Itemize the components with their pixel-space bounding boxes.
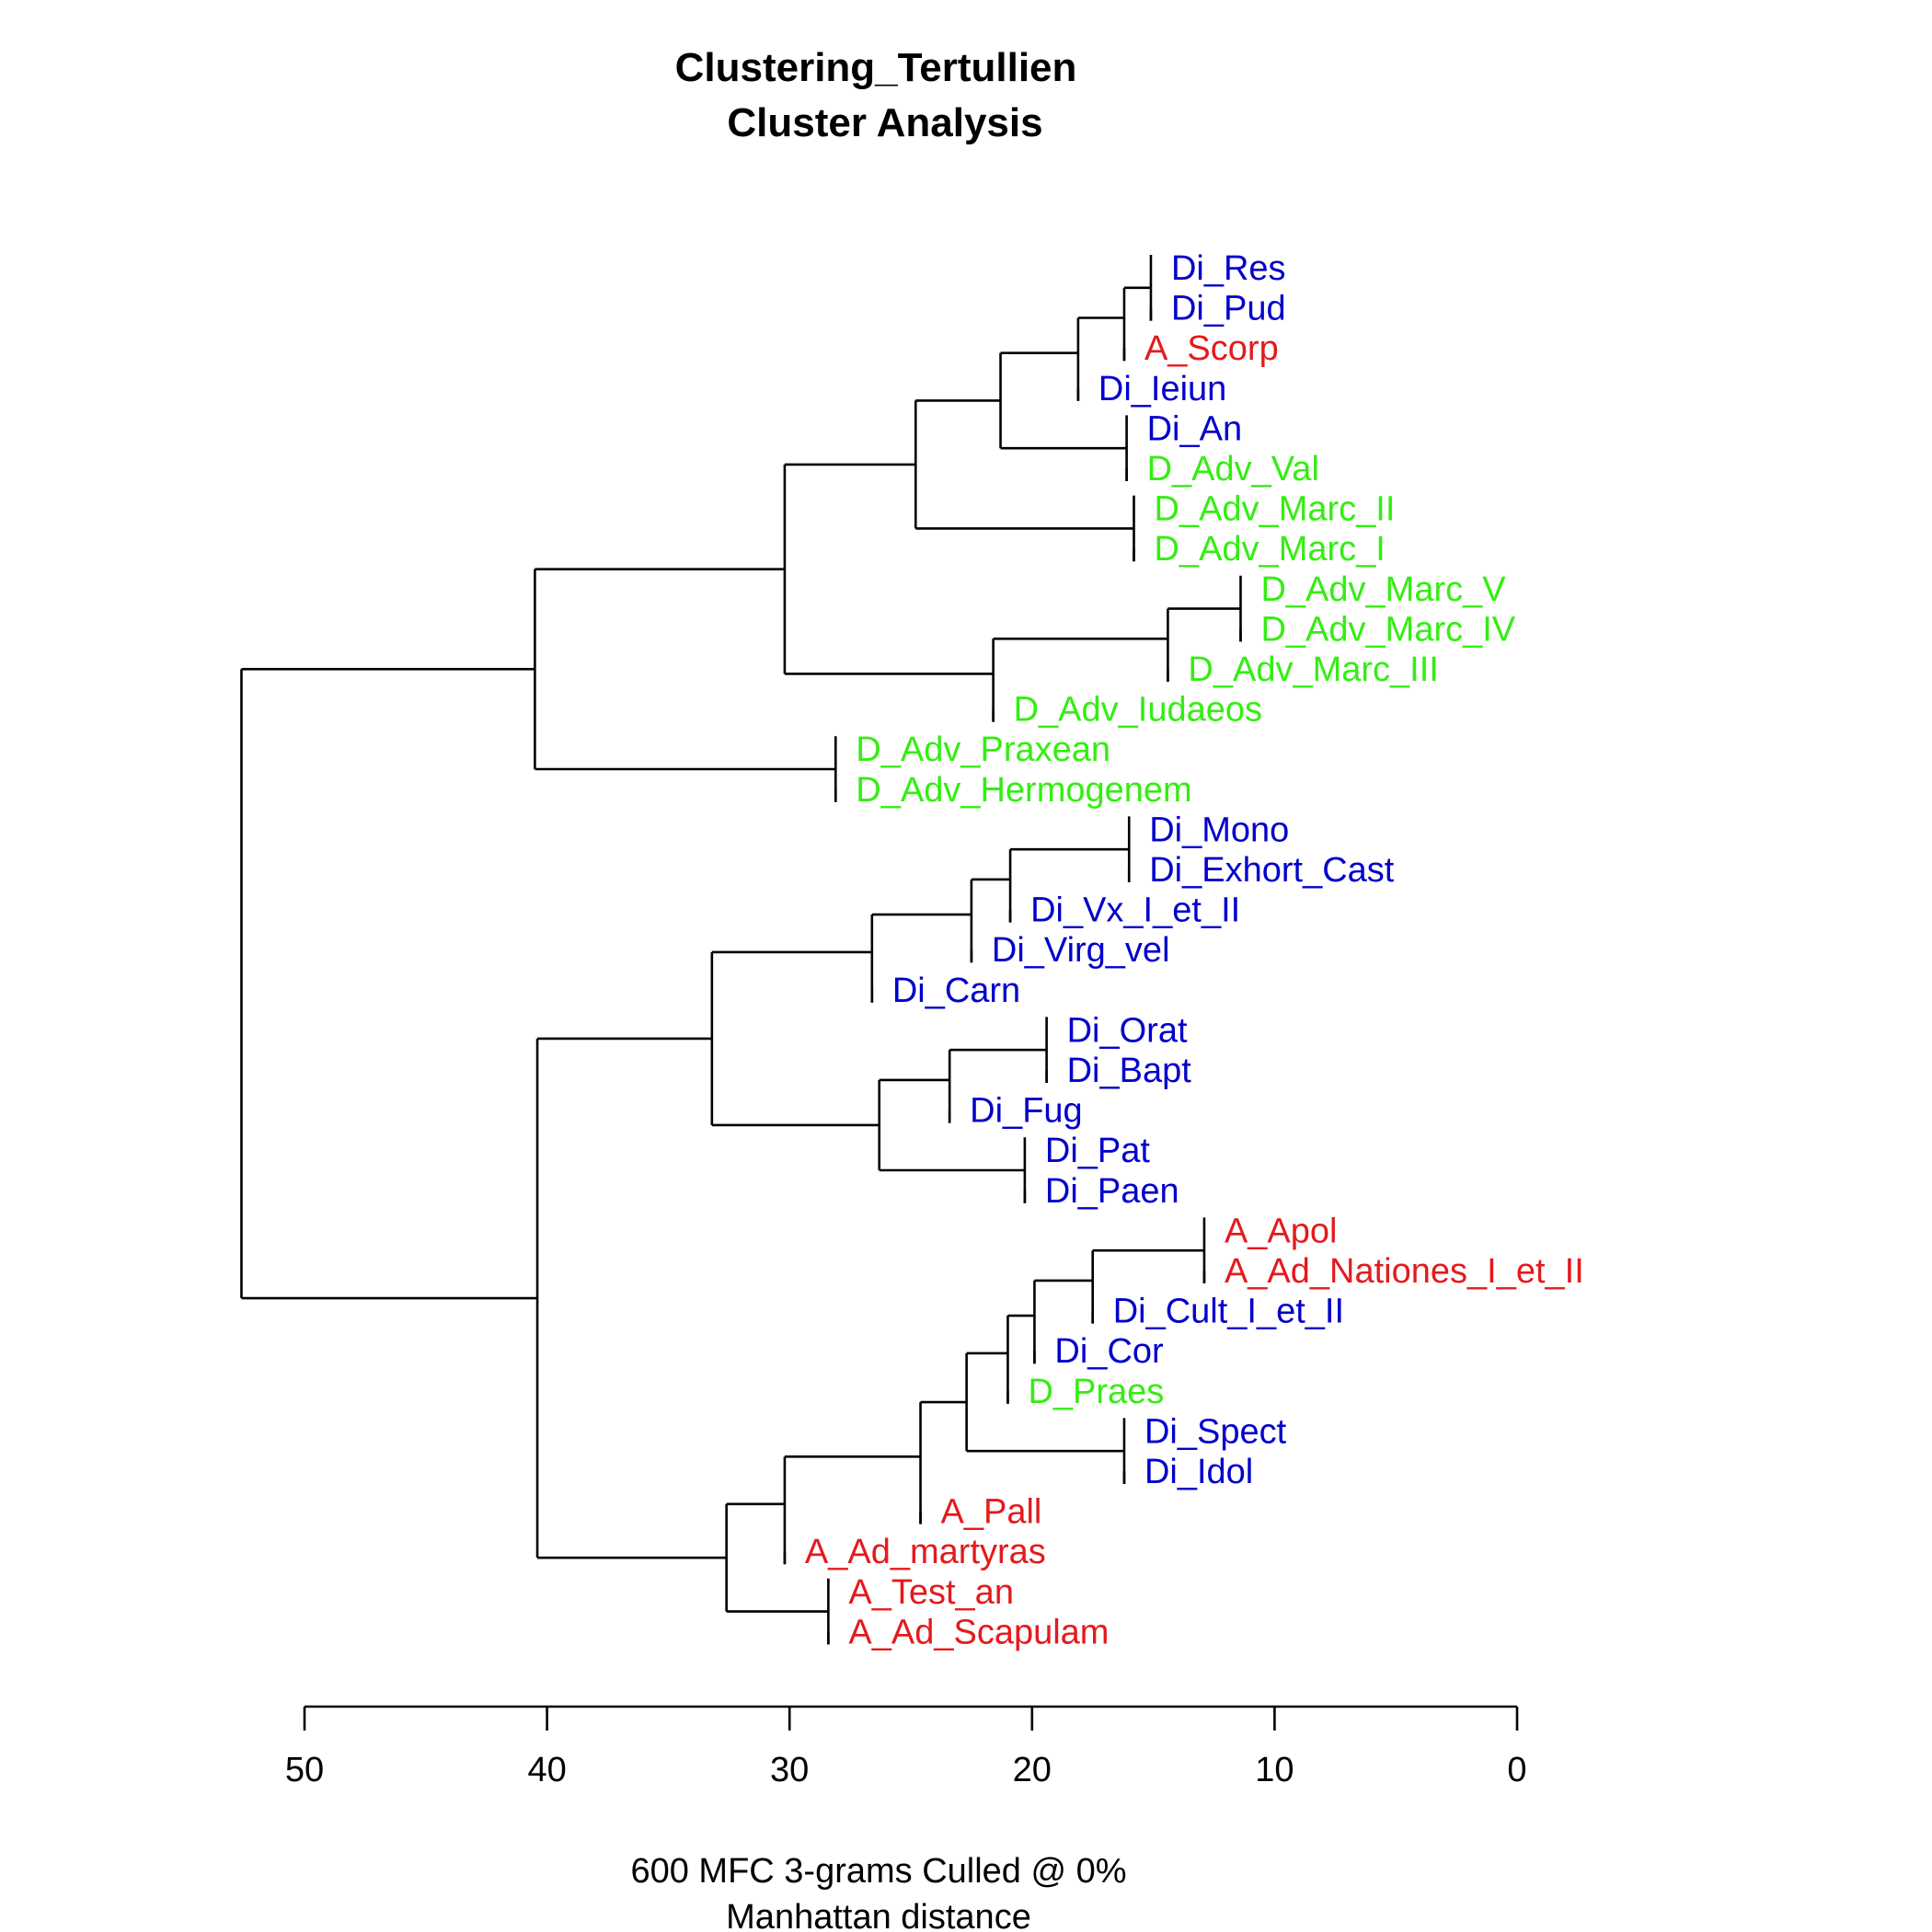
leaf-label-d-adv-marc-v: D_Adv_Marc_V	[1260, 570, 1506, 609]
leaf-label-a-ad-martyras: A_Ad_martyras	[805, 1533, 1046, 1571]
x-axis-label-distance: Manhattan distance	[726, 1898, 1031, 1932]
leaf-label-di-carn: Di_Carn	[892, 972, 1020, 1010]
leaf-label-d-adv-marc-ii: D_Adv_Marc_II	[1155, 490, 1396, 529]
leaf-label-di-orat: Di_Orat	[1067, 1011, 1188, 1050]
leaf-label-d-adv-val: D_Adv_Val	[1147, 450, 1319, 489]
leaf-label-d-adv-marc-i: D_Adv_Marc_I	[1155, 530, 1386, 569]
leaf-label-di-ieiun: Di_Ieiun	[1098, 370, 1226, 408]
leaf-label-di-pud: Di_Pud	[1171, 290, 1286, 328]
chart-subtitle: Cluster Analysis	[727, 100, 1042, 145]
leaf-label-a-ad-nationes-i-et-ii: A_Ad_Nationes_I_et_II	[1225, 1252, 1584, 1291]
leaf-label-di-exhort-cast: Di_Exhort_Cast	[1149, 851, 1395, 890]
leaf-label-a-scorp: A_Scorp	[1144, 329, 1279, 368]
leaf-label-di-idol: Di_Idol	[1144, 1453, 1253, 1491]
leaf-label-d-adv-hermogenem: D_Adv_Hermogenem	[856, 771, 1191, 810]
x-tick-label-0: 0	[1507, 1751, 1526, 1789]
leaf-label-a-test-an: A_Test_an	[848, 1573, 1014, 1612]
x-tick-label-50: 50	[285, 1751, 324, 1789]
dendrogram-branches	[240, 255, 1242, 1645]
x-tick-label-40: 40	[527, 1751, 566, 1789]
leaf-label-di-bapt: Di_Bapt	[1067, 1052, 1192, 1090]
leaf-label-di-cor: Di_Cor	[1054, 1332, 1164, 1371]
x-tick-label-20: 20	[1013, 1751, 1052, 1789]
leaf-label-di-fug: Di_Fug	[970, 1092, 1083, 1131]
x-tick-label-10: 10	[1255, 1751, 1294, 1789]
leaf-label-d-adv-praxean: D_Adv_Praxean	[856, 730, 1110, 769]
leaf-label-d-adv-marc-iii: D_Adv_Marc_III	[1188, 650, 1438, 689]
leaf-label-a-apol: A_Apol	[1225, 1212, 1338, 1250]
leaf-label-d-adv-iudaeos: D_Adv_Iudaeos	[1014, 691, 1262, 730]
leaf-label-di-spect: Di_Spect	[1144, 1412, 1287, 1451]
leaf-label-di-an: Di_An	[1147, 409, 1243, 448]
leaf-label-di-cult-i-et-ii: Di_Cult_I_et_II	[1113, 1293, 1344, 1331]
x-tick-label-30: 30	[770, 1751, 809, 1789]
leaf-label-a-pall: A_Pall	[941, 1493, 1042, 1532]
leaf-label-d-praes: D_Praes	[1028, 1373, 1164, 1411]
leaf-label-a-ad-scapulam: A_Ad_Scapulam	[848, 1613, 1109, 1651]
x-axis-label: 600 MFC 3-grams Culled @ 0%	[630, 1852, 1126, 1891]
leaf-labels: Di_ResDi_PudA_ScorpDi_IeiunDi_AnD_Adv_Va…	[805, 249, 1584, 1651]
leaf-label-d-adv-marc-iv: D_Adv_Marc_IV	[1260, 610, 1515, 649]
leaf-label-di-pat: Di_Pat	[1045, 1132, 1150, 1170]
leaf-label-di-paen: Di_Paen	[1045, 1172, 1179, 1211]
leaf-label-di-res: Di_Res	[1171, 249, 1286, 288]
chart-title: Clustering_Tertullien	[675, 45, 1077, 90]
leaf-label-di-vx-i-et-ii: Di_Vx_I_et_II	[1030, 891, 1240, 930]
leaf-label-di-virg-vel: Di_Virg_vel	[992, 931, 1170, 970]
x-axis: 50 40 30 20 10 0	[285, 1705, 1527, 1789]
leaf-label-di-mono: Di_Mono	[1149, 811, 1289, 849]
